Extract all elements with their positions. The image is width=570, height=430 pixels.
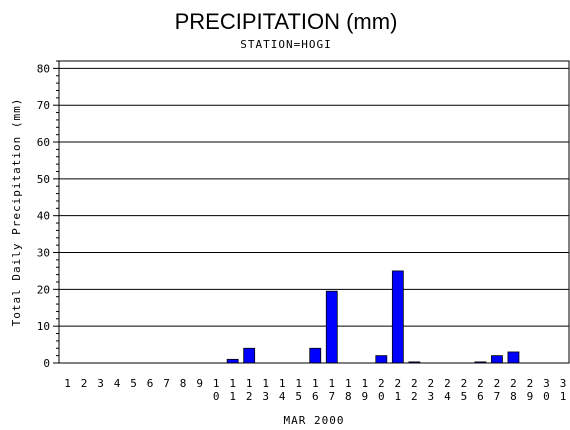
y-tick-label: 30 — [37, 247, 50, 260]
bar-day-20 — [375, 355, 388, 364]
bar-day-12 — [243, 347, 256, 364]
y-tick-label: 70 — [37, 99, 50, 112]
y-axis-ticks: 0 10 20 30 40 50 60 70 80 — [37, 60, 59, 370]
bars — [226, 270, 520, 364]
chart-subtitle: STATION=HOGI — [240, 38, 331, 51]
bar-day-17 — [325, 290, 338, 364]
plot-frame — [58, 60, 570, 364]
x-tick-label: 1 — [64, 377, 71, 390]
x-tick-label: 8 — [180, 377, 187, 390]
y-tick-label: 40 — [37, 210, 50, 223]
y-tick-label: 50 — [37, 173, 50, 186]
y-tick-label: 60 — [37, 136, 50, 149]
gridlines — [59, 67, 569, 327]
bar-day-16 — [309, 347, 322, 364]
y-tick-label: 0 — [43, 357, 50, 370]
x-tick-label: 6 — [147, 377, 154, 390]
bar-day-21 — [391, 270, 404, 364]
x-tick-label: 9 — [196, 377, 203, 390]
x-axis-title: MAR 2000 — [284, 414, 345, 427]
x-axis-ticks: 1 2 3 4 5 6 7 8 9 1 01 11 21 31 41 51 61 71 81 92 02 12 22 32 42… — [64, 377, 566, 403]
y-tick-label: 20 — [37, 283, 50, 296]
y-axis-title: Total Daily Precipitation (mm) — [10, 98, 23, 327]
y-tick-label: 80 — [37, 62, 50, 75]
bar-day-27 — [491, 355, 503, 364]
x-tick-label: 2 — [81, 377, 88, 390]
bar-day-28 — [507, 351, 520, 364]
x-tick-label: 7 — [163, 377, 170, 390]
x-tick-label: 5 — [130, 377, 137, 390]
y-tick-label: 10 — [37, 320, 50, 333]
bar-day-11 — [226, 358, 239, 364]
x-tick-label: 4 — [114, 377, 121, 390]
chart-title: PRECIPITATION (mm) — [175, 9, 398, 34]
x-tick-label: 3 — [97, 377, 104, 390]
